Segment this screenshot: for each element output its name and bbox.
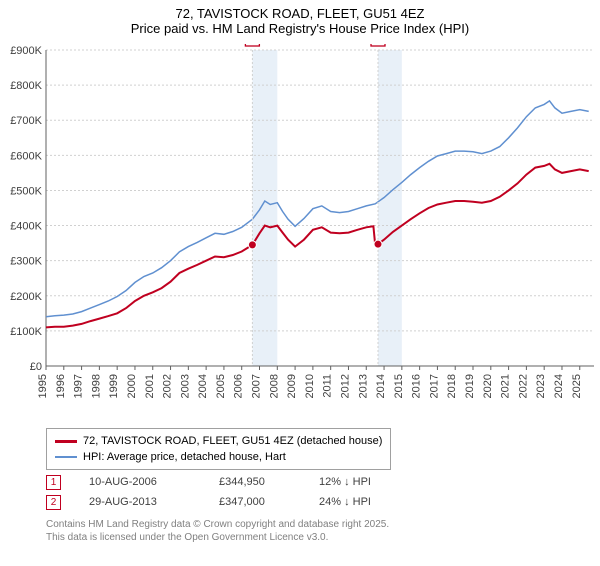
sale-row: 2 29-AUG-2013 £347,000 24% ↓ HPI xyxy=(46,492,419,512)
svg-text:2014: 2014 xyxy=(375,374,387,398)
svg-text:2016: 2016 xyxy=(411,374,423,398)
svg-text:£600K: £600K xyxy=(10,150,42,162)
svg-text:2013: 2013 xyxy=(357,374,369,398)
svg-text:2018: 2018 xyxy=(446,374,458,398)
svg-text:2010: 2010 xyxy=(304,374,316,398)
svg-text:1995: 1995 xyxy=(37,374,49,398)
legend: 72, TAVISTOCK ROAD, FLEET, GU51 4EZ (det… xyxy=(46,428,391,470)
footer-attribution: Contains HM Land Registry data © Crown c… xyxy=(46,518,389,544)
svg-text:1999: 1999 xyxy=(108,374,120,398)
svg-text:1996: 1996 xyxy=(55,374,67,398)
svg-text:2001: 2001 xyxy=(144,374,156,398)
svg-text:£700K: £700K xyxy=(10,115,42,127)
svg-text:2015: 2015 xyxy=(393,374,405,398)
sale-price: £347,000 xyxy=(219,496,319,508)
svg-text:£900K: £900K xyxy=(10,45,42,57)
legend-swatch xyxy=(55,440,77,443)
svg-text:£200K: £200K xyxy=(10,291,42,303)
svg-text:£0: £0 xyxy=(30,361,42,373)
svg-text:1997: 1997 xyxy=(73,374,85,398)
svg-text:£100K: £100K xyxy=(10,326,42,338)
sales-table: 1 10-AUG-2006 £344,950 12% ↓ HPI 2 29-AU… xyxy=(46,472,419,512)
chart-area: £0 £100K £200K £300K £400K £500K £600K £700K £80… xyxy=(0,44,600,424)
sale-date: 29-AUG-2013 xyxy=(89,496,219,508)
title-block: 72, TAVISTOCK ROAD, FLEET, GU51 4EZ Pric… xyxy=(0,6,600,36)
svg-text:2021: 2021 xyxy=(500,374,512,398)
svg-text:2009: 2009 xyxy=(286,374,298,398)
svg-text:2017: 2017 xyxy=(428,374,440,398)
address-title: 72, TAVISTOCK ROAD, FLEET, GU51 4EZ xyxy=(0,6,600,21)
legend-label: 72, TAVISTOCK ROAD, FLEET, GU51 4EZ (det… xyxy=(83,435,382,447)
sale-row: 1 10-AUG-2006 £344,950 12% ↓ HPI xyxy=(46,472,419,492)
svg-text:1998: 1998 xyxy=(90,374,102,398)
svg-text:2: 2 xyxy=(375,44,381,45)
svg-text:£500K: £500K xyxy=(10,185,42,197)
svg-text:£400K: £400K xyxy=(10,221,42,233)
svg-text:£300K: £300K xyxy=(10,256,42,268)
legend-item: 72, TAVISTOCK ROAD, FLEET, GU51 4EZ (det… xyxy=(55,433,382,449)
sale-marker-badge: 1 xyxy=(46,475,61,490)
sale-hpi-delta: 12% ↓ HPI xyxy=(319,476,419,488)
sale-marker-badge: 2 xyxy=(46,495,61,510)
svg-text:2024: 2024 xyxy=(553,374,565,398)
svg-text:2004: 2004 xyxy=(197,374,209,398)
sale-hpi-delta: 24% ↓ HPI xyxy=(319,496,419,508)
legend-label: HPI: Average price, detached house, Hart xyxy=(83,451,286,463)
svg-text:2022: 2022 xyxy=(517,374,529,398)
svg-text:2002: 2002 xyxy=(162,374,174,398)
svg-text:2000: 2000 xyxy=(126,374,138,398)
legend-item: HPI: Average price, detached house, Hart xyxy=(55,449,382,465)
chart-svg: £0 £100K £200K £300K £400K £500K £600K £700K £80… xyxy=(0,44,600,424)
sale-price: £344,950 xyxy=(219,476,319,488)
subtitle: Price paid vs. HM Land Registry's House … xyxy=(0,21,600,36)
svg-text:2003: 2003 xyxy=(179,374,191,398)
svg-text:2020: 2020 xyxy=(482,374,494,398)
svg-text:2019: 2019 xyxy=(464,374,476,398)
svg-text:2012: 2012 xyxy=(339,374,351,398)
svg-text:£800K: £800K xyxy=(10,80,42,92)
svg-text:2023: 2023 xyxy=(535,374,547,398)
svg-text:2008: 2008 xyxy=(268,374,280,398)
svg-text:2011: 2011 xyxy=(322,374,334,398)
price-chart-card: 72, TAVISTOCK ROAD, FLEET, GU51 4EZ Pric… xyxy=(0,6,600,566)
legend-swatch xyxy=(55,456,77,458)
svg-text:2006: 2006 xyxy=(233,374,245,398)
sale-date: 10-AUG-2006 xyxy=(89,476,219,488)
footer-line: This data is licensed under the Open Gov… xyxy=(46,531,389,544)
svg-text:2025: 2025 xyxy=(571,374,583,398)
svg-text:2007: 2007 xyxy=(251,374,263,398)
svg-text:1: 1 xyxy=(250,44,256,45)
footer-line: Contains HM Land Registry data © Crown c… xyxy=(46,518,389,531)
svg-text:2005: 2005 xyxy=(215,374,227,398)
